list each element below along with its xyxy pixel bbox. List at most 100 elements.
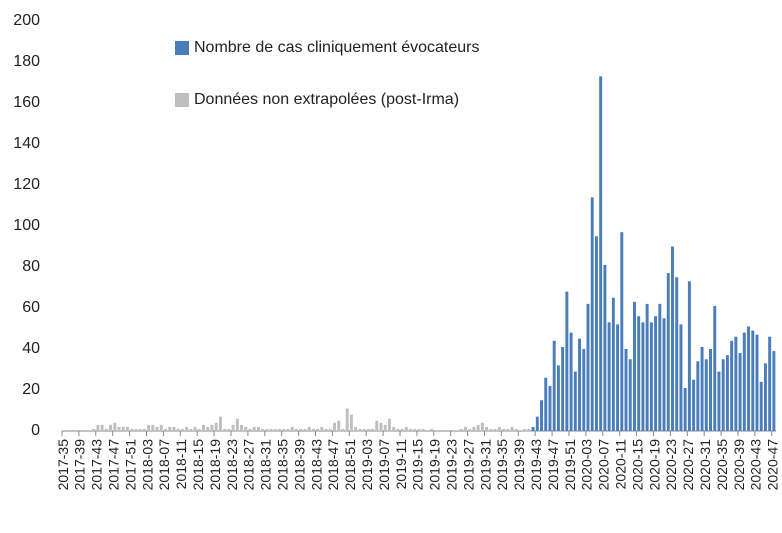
bar	[704, 359, 708, 431]
bar	[299, 428, 303, 431]
bar	[738, 353, 742, 431]
bar	[666, 273, 670, 431]
bar	[138, 428, 142, 431]
bar	[316, 428, 320, 431]
x-tick-label: 2018-15	[190, 439, 206, 491]
bar	[147, 424, 151, 431]
x-tick-label: 2017-47	[106, 439, 122, 491]
bar	[333, 422, 336, 431]
bar	[383, 424, 387, 431]
bar	[578, 338, 582, 431]
x-tick-label: 2017-51	[122, 439, 138, 491]
bar	[763, 363, 767, 431]
bar	[514, 428, 518, 431]
bar	[607, 322, 611, 431]
bar	[696, 361, 700, 431]
bar	[645, 303, 649, 431]
bar	[231, 424, 235, 431]
bar	[594, 236, 598, 431]
x-tick-label: 2017-35	[55, 439, 71, 491]
x-tick-label: 2020-23	[663, 439, 679, 491]
bar	[620, 232, 624, 431]
bar	[649, 322, 653, 431]
bar	[569, 332, 573, 431]
bar	[227, 428, 231, 431]
bar	[552, 340, 556, 431]
bar	[396, 428, 400, 431]
bar	[582, 349, 586, 431]
bar	[611, 297, 615, 431]
bar	[751, 330, 755, 431]
bar	[290, 426, 294, 431]
x-tick-label: 2019-39	[511, 439, 527, 491]
bar	[328, 428, 332, 431]
x-tick-label: 2018-27	[241, 439, 257, 491]
bar	[493, 428, 497, 431]
bar	[121, 426, 125, 431]
x-tick-label: 2019-51	[562, 439, 578, 491]
x-tick-label: 2020-19	[646, 439, 662, 491]
bar	[282, 428, 286, 431]
bar	[502, 428, 505, 431]
bar	[92, 428, 96, 431]
x-tick-label: 2020-03	[579, 439, 595, 491]
bar	[548, 385, 552, 431]
bar	[586, 303, 590, 431]
bar	[155, 426, 159, 431]
x-tick-label: 2020-35	[714, 439, 730, 491]
y-tick-label: 200	[13, 12, 40, 29]
bar	[540, 400, 543, 431]
bar	[379, 422, 383, 431]
bar	[730, 340, 734, 431]
bar	[197, 428, 201, 431]
bar	[366, 428, 370, 431]
x-tick-label: 2018-19	[207, 439, 223, 491]
bar	[468, 428, 472, 431]
y-tick-label: 40	[22, 340, 40, 357]
bar	[413, 428, 417, 431]
bar	[387, 418, 391, 431]
bar	[628, 359, 632, 431]
bar	[603, 264, 607, 431]
bar	[180, 428, 184, 431]
bar	[759, 381, 763, 431]
x-tick-label: 2019-23	[444, 439, 460, 491]
bar	[223, 428, 227, 431]
bar	[142, 428, 146, 431]
legend-label: Nombre de cas cliniquement évocateurs	[194, 39, 479, 56]
bar	[742, 332, 746, 431]
x-tick-label: 2019-19	[427, 439, 443, 491]
bar	[235, 418, 239, 431]
bar	[354, 426, 358, 431]
bar	[117, 426, 121, 431]
x-tick-label: 2019-47	[545, 439, 561, 491]
bar	[265, 428, 269, 431]
bar	[126, 426, 129, 431]
bar	[303, 428, 307, 431]
x-tick-label: 2019-35	[494, 439, 510, 491]
bar	[273, 428, 277, 431]
bar	[641, 322, 645, 431]
bar	[96, 424, 100, 431]
bar	[497, 426, 501, 431]
bar	[637, 316, 641, 431]
bar	[717, 371, 721, 431]
x-tick-label: 2018-35	[275, 439, 291, 491]
bar	[687, 281, 691, 431]
x-tick-label: 2018-31	[258, 439, 274, 491]
y-tick-label: 0	[31, 422, 40, 439]
bar	[404, 426, 408, 431]
bar	[675, 277, 679, 431]
bar	[476, 424, 480, 431]
y-tick-label: 180	[13, 53, 40, 70]
y-tick-label: 160	[13, 94, 40, 111]
bar	[463, 426, 467, 431]
x-tick-label: 2020-43	[748, 439, 764, 491]
legend-swatch	[175, 41, 189, 55]
bar	[269, 428, 273, 431]
bar	[252, 426, 256, 431]
x-tick-label: 2020-07	[596, 439, 612, 491]
bar	[130, 428, 134, 431]
x-tick-label: 2020-11	[612, 439, 628, 490]
bar	[311, 428, 315, 431]
